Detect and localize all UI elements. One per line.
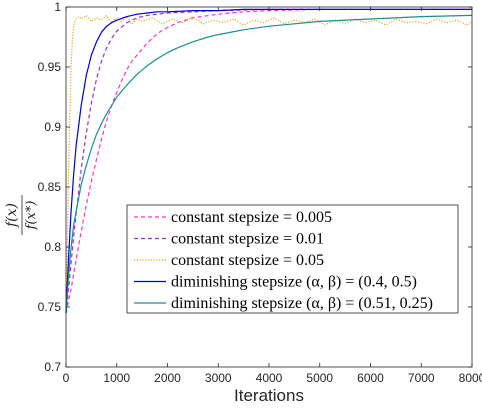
legend: constant stepsize = 0.005 constant stepsi…: [126, 204, 459, 314]
y-tick-label: 0.8: [44, 240, 61, 254]
legend-label-3: constant stepsize = 0.05: [171, 252, 324, 269]
y-tick-label: 0.7: [44, 360, 61, 374]
y-axis-title-numerator: f(x): [4, 203, 20, 228]
x-tick-label: 0: [63, 371, 70, 385]
x-tick-label: 7000: [408, 371, 435, 385]
y-tick-label: 0.85: [38, 180, 62, 194]
y-tick-label: 0.95: [38, 60, 62, 74]
x-tick-label: 4000: [256, 371, 283, 385]
legend-label-1: constant stepsize = 0.005: [171, 209, 332, 226]
legend-label-2: constant stepsize = 0.01: [171, 231, 324, 248]
legend-label-5: diminishing stepsize (α, β) = (0.51, 0.2…: [171, 295, 433, 312]
legend-label-4: diminishing stepsize (α, β) = (0.4, 0.5): [171, 274, 417, 291]
series-line-5: [65, 14, 473, 314]
y-tick-label: 0.75: [38, 300, 62, 314]
x-tick-label: 3000: [205, 371, 232, 385]
x-tick-label: 6000: [357, 371, 384, 385]
series-layer: [65, 8, 473, 314]
x-tick-label: 2000: [154, 371, 181, 385]
x-tick-label: 1000: [103, 371, 130, 385]
y-axis-title-denominator: f(x*): [24, 201, 39, 231]
x-axis-title: Iterations: [234, 386, 304, 405]
series-line-3: [65, 14, 473, 314]
y-axis-title: f(x) f(x*): [4, 195, 39, 235]
series-line-4: [65, 8, 472, 314]
x-tick-label: 5000: [306, 371, 333, 385]
legend-items: constant stepsize = 0.005 constant stepsi…: [134, 209, 433, 312]
series-line-1: [65, 8, 472, 314]
y-tick-label: 0.9: [44, 120, 61, 134]
legend-box: [126, 204, 459, 314]
y-tick-label: 1: [54, 0, 61, 14]
